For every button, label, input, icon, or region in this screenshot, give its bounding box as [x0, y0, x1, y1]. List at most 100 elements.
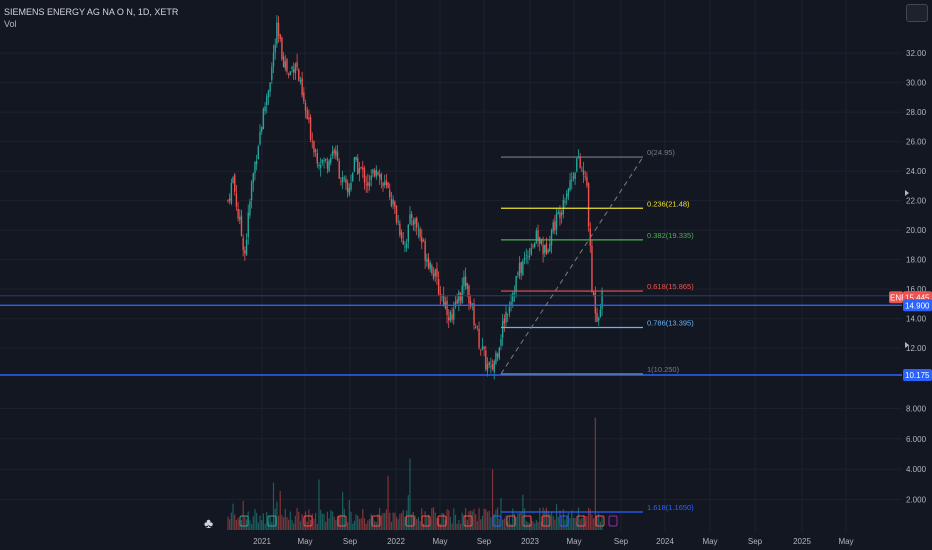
symbol-title: SIEMENS ENERGY AG NA O N, 1D, XETR — [4, 7, 179, 17]
volume-bar — [365, 523, 367, 530]
volume-bar — [249, 520, 251, 530]
candle-body — [363, 168, 366, 183]
volume-bar — [377, 514, 379, 530]
candle-body — [466, 282, 468, 289]
candle-body — [459, 293, 462, 301]
candle-body — [345, 178, 347, 184]
candle-body — [512, 293, 514, 302]
event-marker — [437, 515, 447, 527]
event-markers[interactable] — [239, 515, 618, 527]
volume-bar — [353, 520, 355, 530]
volume-bar — [266, 511, 268, 530]
candle-body — [503, 318, 506, 324]
candle-body — [505, 311, 507, 323]
price-tick-label: 26.00 — [906, 138, 927, 147]
volume-bar — [355, 514, 357, 530]
level-price-tag: 14.900 — [905, 301, 930, 310]
price-axis[interactable]: 32.00 30.00 28.00 26.00 24.00 22.00 20.00 18.00… — [906, 49, 927, 505]
volume-bar — [299, 521, 302, 530]
time-tick-label: Sep — [477, 537, 492, 546]
fibonacci-retracement[interactable]: 0(24.95) 0.236(21.48) 0.382(19.335) 0.618(1… — [500, 148, 694, 513]
volume-bar — [347, 522, 349, 530]
candle-body — [316, 152, 319, 164]
candle-body — [599, 309, 602, 317]
volume-bar — [394, 512, 396, 530]
volume-bar — [581, 518, 583, 530]
candle-body — [414, 218, 416, 224]
time-axis[interactable]: 2021 May Sep 2022 May Sep 2023 May Sep 2024 May Sep… — [253, 537, 853, 546]
volume-bar — [333, 516, 335, 530]
volume-bar — [451, 523, 453, 530]
fib-level-label: 0.382(19.335) — [647, 231, 694, 240]
volume-bar — [596, 515, 598, 530]
volume-bar — [586, 515, 588, 530]
candle-body — [454, 302, 457, 308]
candle-body — [571, 179, 573, 181]
event-marker — [337, 515, 347, 527]
volume-bar — [293, 523, 295, 530]
candle-body — [255, 161, 258, 165]
volume-bar — [544, 510, 546, 530]
chart-menu-button[interactable] — [906, 4, 928, 22]
candle-body — [533, 242, 536, 247]
candle-body — [240, 215, 243, 236]
event-marker — [303, 515, 313, 527]
volume-bar — [242, 500, 244, 530]
candle-body — [432, 273, 435, 279]
candle-body — [282, 56, 285, 68]
candle-body — [501, 321, 504, 338]
volume-bar — [412, 512, 414, 530]
candle-body — [325, 158, 327, 161]
volume-bar — [380, 515, 382, 530]
candle-body — [373, 170, 376, 176]
volume-bar — [240, 520, 243, 530]
candle-body — [281, 37, 283, 60]
candle-body — [242, 238, 244, 251]
volume-bar — [535, 519, 537, 530]
candle-body — [286, 59, 288, 72]
candle-body — [348, 187, 351, 195]
volume-bar — [245, 519, 248, 530]
candle-body — [493, 360, 495, 373]
volume-bar — [407, 495, 409, 530]
candle-body — [392, 199, 394, 205]
candle-body — [417, 229, 420, 231]
volume-bar — [446, 509, 448, 530]
candle-body — [587, 183, 590, 227]
level-price-tag: 10.175 — [905, 371, 930, 380]
volume-bar — [402, 510, 404, 530]
volume-bar — [577, 507, 580, 530]
candle-body — [409, 214, 411, 224]
candle-body — [293, 69, 295, 73]
candle-body — [596, 312, 598, 322]
symbol-badge-bg — [889, 291, 903, 304]
candle-body — [451, 314, 453, 320]
volume-bar — [411, 514, 413, 530]
axis-arrow-icon — [905, 190, 909, 196]
volume-bar — [510, 523, 512, 530]
candle-body — [326, 161, 329, 169]
volume-bar — [525, 520, 527, 530]
candle-body — [384, 182, 386, 185]
candle-body — [259, 131, 261, 145]
candle-body — [404, 246, 406, 248]
volume-bar — [357, 515, 359, 530]
volume-bar — [456, 523, 458, 530]
volume-bar — [318, 479, 320, 530]
candle-body — [365, 183, 367, 185]
horizontal-lines[interactable] — [0, 295, 902, 376]
fib-level-label: 0(24.95) — [647, 148, 675, 157]
volume-bar — [419, 521, 421, 530]
volume-bar — [309, 519, 312, 530]
fib-level-label: 0.786(13.395) — [647, 319, 694, 328]
volume-bar — [576, 521, 578, 530]
event-marker — [522, 515, 532, 527]
candle-body — [469, 301, 472, 307]
candle-body — [277, 22, 280, 36]
volume-bar — [476, 521, 478, 530]
volume-bar — [493, 513, 495, 530]
volume-bar — [323, 513, 325, 530]
candle-body — [382, 182, 384, 187]
